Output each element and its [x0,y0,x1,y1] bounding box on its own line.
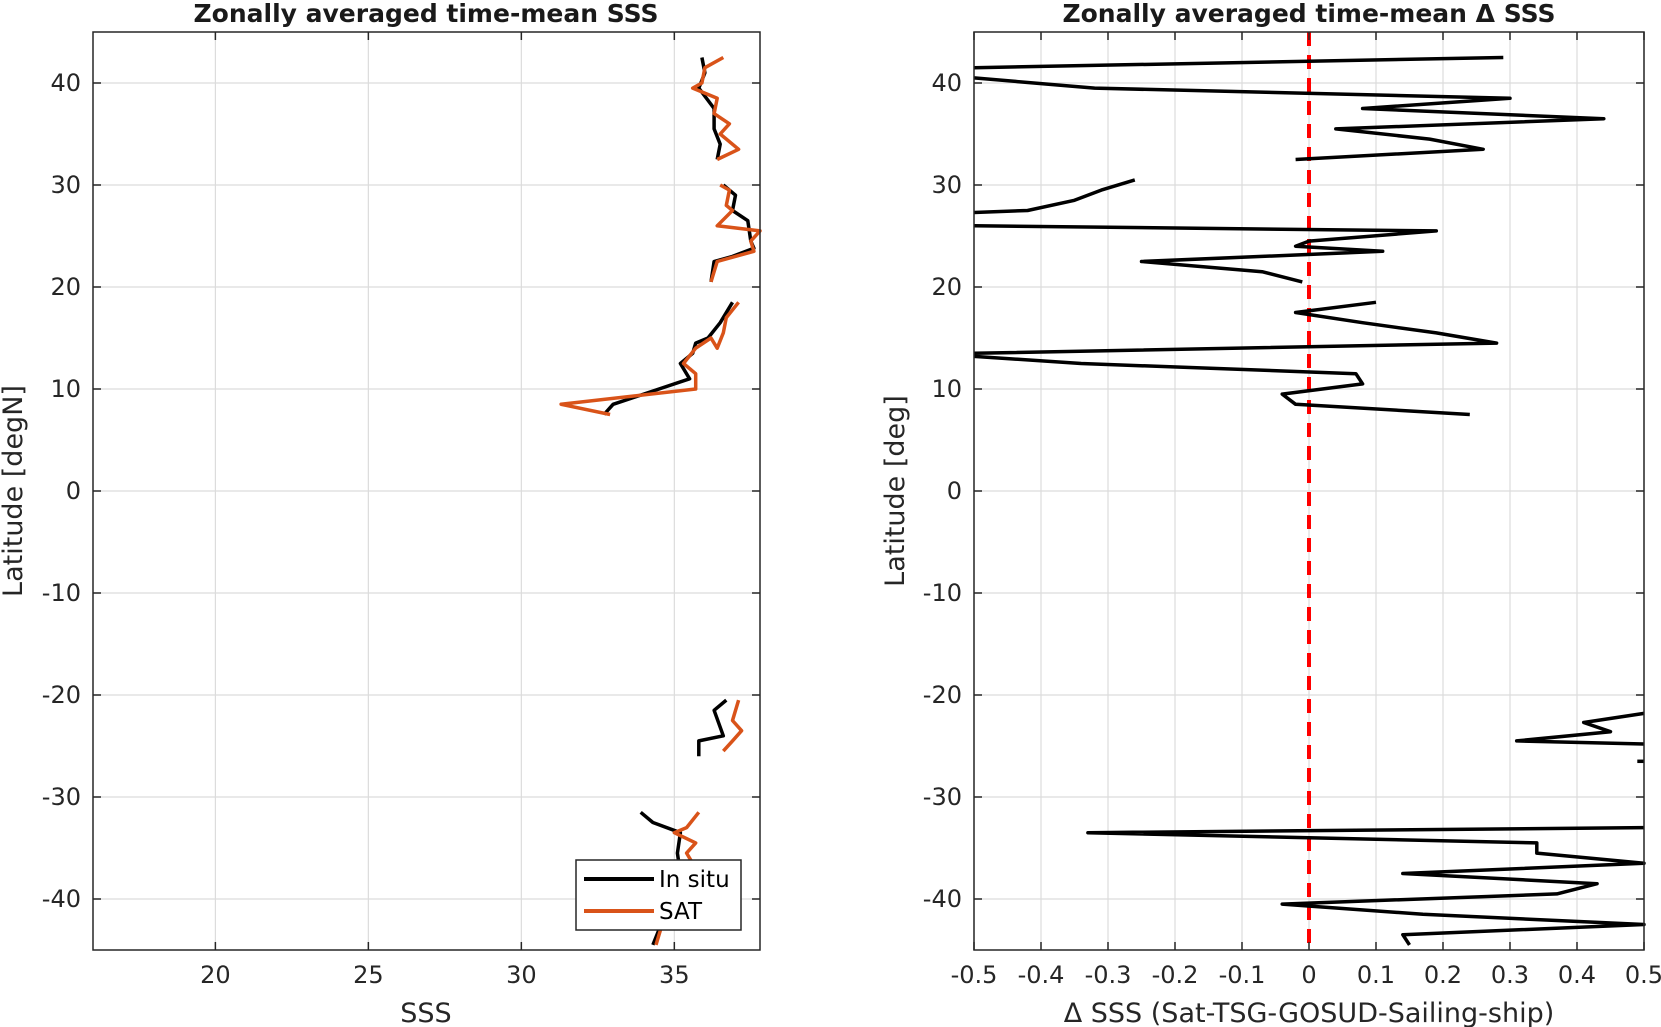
delta-sss-series-0-segment-1 [973,76,1606,162]
delta-sss-xtick-label: 0.1 [1357,961,1395,989]
sss-series-1-segment-1 [709,183,762,283]
delta-sss-xtick-label: -0.4 [1018,961,1065,989]
sss-ytick-label: 30 [50,171,81,199]
delta-sss-panel: -0.5 -0.4 -0.3 -0.2 -0.1 0 0.1 0.2 0.3 0.4 0.5 -40 -… [880,0,1661,1027]
delta-sss-ylabel: Latitude [deg] [880,395,911,587]
delta-sss-series-0-segment-0 [973,55,1504,70]
delta-sss-xtick-label: 0 [1301,961,1316,989]
delta-sss-ytick-label: -20 [923,681,962,709]
delta-sss-xtick-label: 0.5 [1625,961,1661,989]
delta-sss-xtick-label: -0.5 [951,961,998,989]
sss-ticks: 20 25 30 35 -40 -30 -20 -10 0 10 20 30 40 [42,32,760,989]
delta-sss-ticks: -0.5 -0.4 -0.3 -0.2 -0.1 0 0.1 0.2 0.3 0.4 0.5 -40 -… [923,32,1661,989]
delta-sss-xtick-label: 0.4 [1558,961,1596,989]
delta-sss-xtick-label: 0.3 [1491,961,1529,989]
delta-sss-ytick-label: -40 [923,885,962,913]
sss-ytick-label: -10 [42,579,81,607]
sss-ylabel: Latitude [degN] [0,385,29,597]
delta-sss-xtick-label: 0.2 [1424,961,1462,989]
legend-box [575,859,742,931]
sss-series-1-segment-0 [690,55,741,162]
legend-label-in-situ: In situ [659,867,730,893]
delta-sss-xtick-label: -0.1 [1219,961,1266,989]
sss-ytick-label: -20 [42,681,81,709]
delta-sss-xtick-label: -0.3 [1085,961,1132,989]
sss-ytick-label: 40 [50,69,81,97]
delta-sss-ytick-label: 10 [931,375,962,403]
delta-sss-ytick-label: -30 [923,783,962,811]
sss-ytick-label: 20 [50,273,81,301]
sss-xtick-label: 30 [506,961,537,989]
sss-xlabel: SSS [400,998,451,1027]
sss-series-0-segment-3 [697,698,728,757]
sss-series-1-segment-2 [559,301,740,417]
delta-sss-ytick-label: 40 [931,69,962,97]
sss-ytick-label: -30 [42,783,81,811]
delta-sss-ytick-label: 30 [931,171,962,199]
sss-ytick-label: -40 [42,885,81,913]
delta-sss-series-0-segment-6 [1514,711,1645,746]
sss-panel: 20 25 30 35 -40 -30 -20 -10 0 10 20 30 40 Zonally av… [0,0,762,1027]
sss-xtick-label: 25 [353,961,384,989]
sss-ytick-label: 10 [50,375,81,403]
sss-xtick-label: 35 [659,961,690,989]
sss-grid [93,32,760,950]
delta-sss-xtick-label: -0.2 [1152,961,1199,989]
delta-sss-title: Zonally averaged time-mean Δ SSS [1063,0,1556,28]
sss-series-1-segment-3 [722,699,744,753]
delta-sss-series-0-segment-5 [973,354,1470,417]
delta-sss-series-0-segment-2 [973,178,1136,215]
delta-sss-xlabel: Δ SSS (Sat-TSG-GOSUD-Sailing-ship) [1064,998,1555,1027]
legend-label-sat: SAT [659,899,703,925]
sss-xtick-label: 20 [200,961,231,989]
sss-series [559,55,762,946]
delta-sss-series-0-segment-3 [973,224,1439,284]
delta-sss-series-0-segment-4 [973,300,1499,356]
delta-sss-ytick-label: 20 [931,273,962,301]
legend: In situ SAT [575,859,742,931]
sss-title: Zonally averaged time-mean SSS [194,0,659,28]
sss-ytick-label: 0 [66,477,81,505]
delta-sss-ytick-label: 0 [947,477,962,505]
delta-sss-ytick-label: -10 [923,579,962,607]
